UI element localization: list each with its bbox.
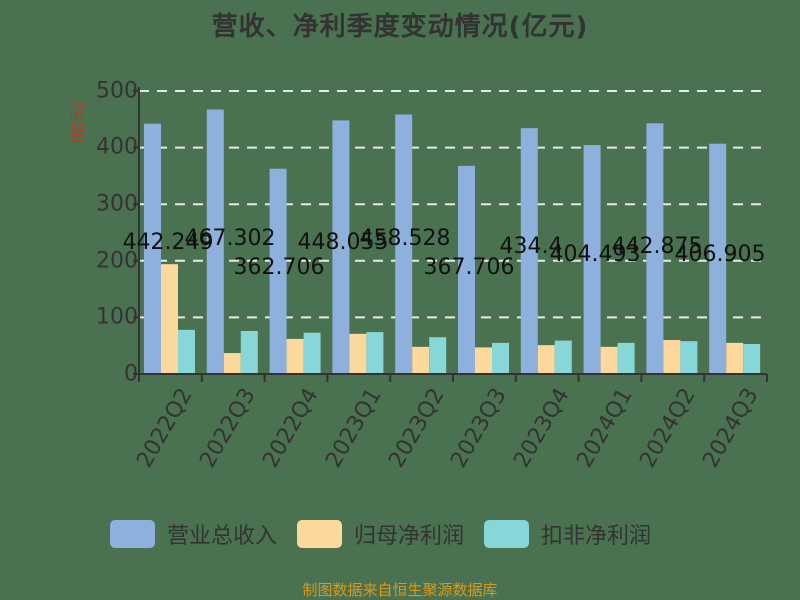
bar[interactable] bbox=[680, 341, 698, 374]
bar[interactable] bbox=[286, 338, 304, 374]
legend-swatch-net-profit bbox=[297, 520, 343, 548]
y-tick-300: 300 bbox=[96, 191, 138, 217]
bar[interactable] bbox=[617, 342, 635, 374]
y-tick-400: 400 bbox=[96, 134, 138, 160]
bar[interactable] bbox=[269, 168, 287, 374]
data-label: 434.4 bbox=[499, 234, 563, 259]
bar[interactable] bbox=[458, 165, 475, 374]
bar[interactable] bbox=[366, 332, 384, 374]
legend-label-net-profit: 归母净利润 bbox=[354, 524, 465, 549]
bar[interactable] bbox=[332, 120, 350, 374]
bar[interactable] bbox=[144, 123, 161, 374]
data-label: 442.875 bbox=[611, 234, 703, 259]
bar[interactable] bbox=[395, 114, 413, 375]
bar[interactable] bbox=[583, 145, 601, 374]
data-label: 448.055 bbox=[297, 230, 389, 255]
legend-item-revenue[interactable]: 营业总收入 bbox=[110, 518, 277, 550]
bar[interactable] bbox=[663, 340, 681, 374]
legend-label-revenue: 营业总收入 bbox=[167, 524, 278, 549]
bar[interactable] bbox=[412, 346, 430, 374]
bar[interactable] bbox=[206, 109, 224, 374]
bar[interactable] bbox=[178, 329, 195, 374]
bar[interactable] bbox=[520, 128, 538, 374]
bar[interactable] bbox=[161, 264, 178, 374]
bar[interactable] bbox=[349, 333, 367, 374]
bar[interactable] bbox=[223, 353, 241, 374]
bar[interactable] bbox=[554, 340, 572, 374]
y-tick-0: 0 bbox=[124, 361, 138, 387]
data-label: 404.493 bbox=[549, 242, 641, 267]
legend-swatch-deducted-net-profit bbox=[484, 520, 530, 548]
y-tick-200: 200 bbox=[96, 248, 138, 274]
data-label: 467.302 bbox=[184, 226, 276, 251]
bar[interactable] bbox=[240, 330, 258, 374]
bar[interactable] bbox=[492, 342, 509, 374]
legend: 营业总收入 归母净利润 扣非净利润 bbox=[110, 518, 671, 550]
legend-swatch-revenue bbox=[110, 520, 155, 548]
bar[interactable] bbox=[646, 123, 664, 374]
legend-label-deducted-net-profit: 扣非净利润 bbox=[541, 524, 652, 549]
bar[interactable] bbox=[475, 347, 492, 374]
bar[interactable] bbox=[429, 337, 447, 374]
data-label: 406.905 bbox=[674, 242, 766, 267]
data-source-note: 制图数据来自恒生聚源数据库 bbox=[302, 581, 498, 599]
bar[interactable] bbox=[726, 342, 744, 374]
y-tick-500: 500 bbox=[96, 78, 138, 104]
chart-title: 营收、净利季度变动情况(亿元) bbox=[211, 12, 589, 42]
legend-item-deducted-net-profit[interactable]: 扣非净利润 bbox=[484, 518, 651, 550]
bar[interactable] bbox=[743, 344, 761, 374]
data-label: 442.249 bbox=[122, 230, 214, 255]
legend-item-net-profit[interactable]: 归母净利润 bbox=[297, 518, 464, 550]
data-label: 362.706 bbox=[233, 255, 325, 280]
bar[interactable] bbox=[537, 345, 555, 374]
data-label: 367.706 bbox=[423, 255, 515, 280]
bar[interactable] bbox=[709, 143, 727, 374]
data-label: 458.528 bbox=[359, 226, 451, 251]
bar[interactable] bbox=[600, 346, 618, 374]
bar[interactable] bbox=[303, 332, 321, 374]
y-tick-100: 100 bbox=[96, 304, 138, 330]
